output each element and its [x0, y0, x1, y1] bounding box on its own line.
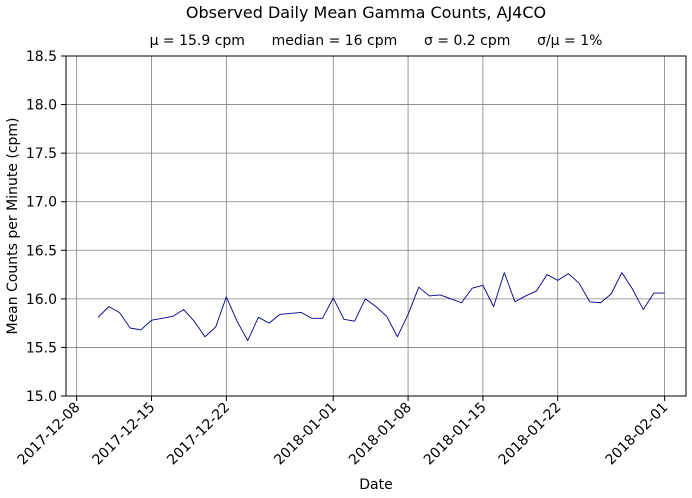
chart-subtitle: μ = 15.9 cpm median = 16 cpm σ = 0.2 cpm…	[150, 33, 603, 49]
y-tick-label: 15.5	[26, 340, 57, 356]
x-tick-label: 2017-12-22	[164, 400, 233, 469]
y-axis: 15.0 15.5 16.0 16.5 17.0 17.5 18.0 18.5	[26, 49, 66, 405]
x-tick-label: 2018-01-08	[346, 400, 415, 469]
grid-lines	[66, 55, 686, 397]
x-tick-label: 2017-12-08	[15, 400, 84, 469]
chart-title: Observed Daily Mean Gamma Counts, AJ4CO	[186, 3, 546, 22]
x-tick-label: 2018-01-15	[421, 400, 490, 469]
x-tick-label: 2018-01-22	[496, 400, 565, 469]
y-tick-label: 16.0	[26, 292, 57, 308]
x-tick-label: 2017-12-15	[89, 400, 158, 469]
y-tick-label: 16.5	[26, 243, 57, 259]
y-axis-label: Mean Counts per Minute (cpm)	[5, 117, 21, 334]
x-tick-label: 2018-02-01	[603, 400, 672, 469]
y-tick-label: 18.5	[26, 49, 57, 65]
series-line	[97, 272, 665, 342]
series-layer	[97, 272, 665, 342]
x-tick-label: 2018-01-01	[271, 400, 340, 469]
y-tick-label: 18.0	[26, 98, 57, 114]
x-axis: 2017-12-08 2017-12-15 2017-12-22 2018-01-01…	[15, 396, 672, 469]
y-tick-label: 17.0	[26, 195, 57, 211]
x-axis-label: Date	[359, 477, 392, 493]
y-tick-label: 15.0	[26, 389, 57, 405]
plot-frame	[65, 55, 687, 397]
y-tick-label: 17.5	[26, 146, 57, 162]
